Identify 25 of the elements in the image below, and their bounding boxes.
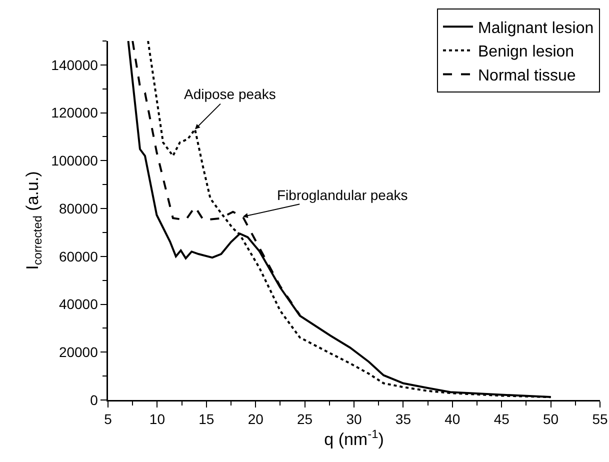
x-tick-label: 25 (297, 411, 313, 428)
y-tick-label: 80000 (58, 200, 98, 216)
y-tick-label: 40000 (58, 296, 98, 312)
y-tick-label: 100000 (51, 152, 98, 169)
x-tick-label: 50 (543, 411, 559, 428)
x-tick-label: 45 (494, 411, 510, 428)
x-tick-label: 10 (149, 411, 166, 428)
legend-label: Malignant lesion (478, 20, 594, 37)
y-tick-label: 120000 (51, 104, 98, 121)
annotation: Fibroglandular peaks (277, 187, 408, 203)
y-tick-label: 20000 (58, 344, 98, 360)
y-tick-label: 0 (90, 392, 98, 408)
x-tick-label: 35 (395, 411, 412, 428)
x-tick-label: 55 (592, 411, 608, 428)
x-tick-label: 40 (444, 411, 460, 428)
y-tick-label: 140000 (51, 56, 98, 73)
x-tick-label: 15 (198, 411, 214, 428)
y-tick-label: 60000 (58, 248, 98, 264)
legend-label: Normal tissue (478, 67, 576, 84)
x-tick-label: 5 (104, 411, 112, 428)
x-axis-title: q (nm$^{-1}$) (324, 427, 384, 450)
annotation: Adipose peaks (184, 86, 276, 102)
x-tick-label: 20 (248, 411, 264, 428)
x-tick-label: 30 (346, 411, 362, 428)
legend-label: Benign lesion (478, 44, 574, 61)
